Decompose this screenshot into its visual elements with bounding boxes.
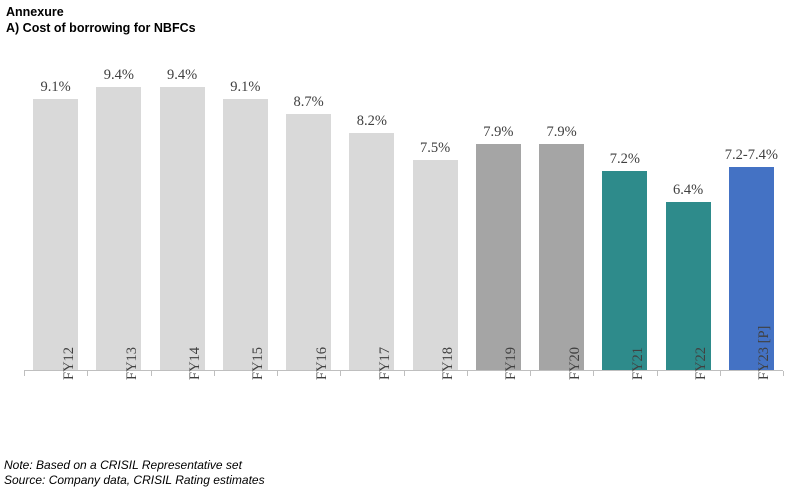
bar-value-label: 7.9%	[483, 124, 514, 140]
bar-fy21	[602, 171, 647, 370]
bar-value-label: 6.4%	[673, 182, 704, 198]
bar-fy15	[223, 99, 268, 370]
footnote-source: Source: Company data, CRISIL Rating esti…	[4, 473, 265, 487]
bar-value-label: 9.4%	[167, 67, 198, 83]
title-line-chart-title: A) Cost of borrowing for NBFCs	[6, 21, 196, 35]
bar-fy19	[476, 144, 521, 370]
x-axis-tick	[657, 371, 658, 376]
bar-value-label: 9.4%	[103, 67, 134, 83]
x-axis-label-fy12: FY12	[60, 346, 77, 380]
bar-value-label: 7.2%	[609, 151, 640, 167]
bar-fy13	[96, 87, 141, 370]
bar-chart: 9.1% 9.4% 9.4% 9.1% 8.7% 8.2% 7.5% 7.9% 7.9% 7.2%…	[24, 67, 784, 380]
x-axis-tick	[593, 371, 594, 376]
footnote-note: Note: Based on a CRISIL Representative s…	[4, 458, 242, 472]
x-axis-label-fy20: FY20	[566, 346, 583, 380]
x-axis-label-fy23-p: FY23 [P]	[756, 325, 773, 380]
bar-value-label: 7.2-7.4%	[724, 147, 778, 163]
bar-value-label: 8.7%	[293, 94, 324, 110]
bar-value-label: 7.9%	[546, 124, 577, 140]
x-axis-label-fy17: FY17	[376, 346, 393, 380]
bar-value-label: 9.1%	[40, 79, 71, 95]
bar-fy22	[666, 202, 711, 370]
x-axis-tick	[87, 371, 88, 376]
x-axis-tick	[340, 371, 341, 376]
page-title: Annexure A) Cost of borrowing for NBFCs	[6, 4, 506, 36]
x-axis-tick	[151, 371, 152, 376]
bar-fy18	[413, 160, 458, 370]
x-axis-label-fy19: FY19	[503, 346, 520, 380]
bar-fy17	[349, 133, 394, 370]
plot-area: 9.1% 9.4% 9.4% 9.1% 8.7% 8.2% 7.5% 7.9% 7.9% 7.2%…	[33, 67, 778, 370]
x-axis-label-fy15: FY15	[250, 346, 267, 380]
x-axis-tick	[24, 371, 25, 376]
x-axis-label-fy21: FY21	[629, 346, 646, 380]
bar-fy12	[33, 99, 78, 370]
footnotes: Note: Based on a CRISIL Representative s…	[4, 458, 604, 488]
bar-fy16	[286, 114, 331, 370]
title-line-annexure: Annexure	[6, 5, 64, 19]
x-axis-tick	[404, 371, 405, 376]
x-axis-label-fy14: FY14	[187, 346, 204, 380]
x-axis-tick	[467, 371, 468, 376]
x-axis-label-fy22: FY22	[693, 346, 710, 380]
bar-value-label: 8.2%	[356, 113, 387, 129]
bar-fy20	[539, 144, 584, 370]
x-axis-tick	[530, 371, 531, 376]
x-axis-tick	[277, 371, 278, 376]
x-axis-tick	[214, 371, 215, 376]
bar-fy14	[160, 87, 205, 370]
x-axis-tick	[720, 371, 721, 376]
bar-value-label: 9.1%	[230, 79, 261, 95]
bar-value-label: 7.5%	[420, 140, 451, 156]
bar-fy23-p	[729, 167, 774, 370]
x-axis-tick	[783, 371, 784, 376]
x-axis-label-fy16: FY16	[313, 346, 330, 380]
x-axis-line	[24, 370, 783, 371]
x-axis-label-fy13: FY13	[123, 346, 140, 380]
x-axis-label-fy18: FY18	[440, 346, 457, 380]
